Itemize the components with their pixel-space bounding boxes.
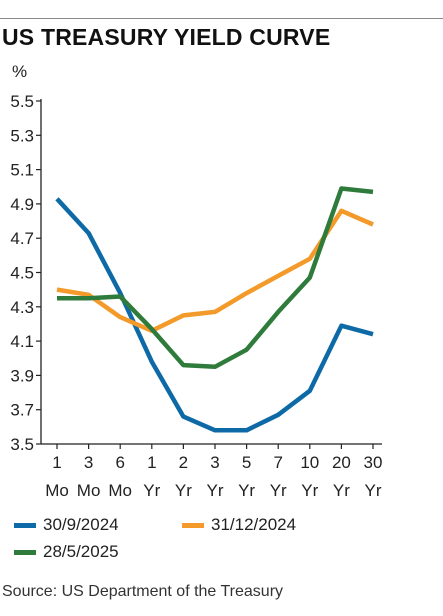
x-tick-label-top: 30 xyxy=(364,453,383,472)
legend-swatch-series-3 xyxy=(14,549,36,555)
x-tick-label-bottom: Yr xyxy=(143,481,160,500)
chart-title: US TREASURY YIELD CURVE xyxy=(2,24,331,50)
y-tick-label: 4.9 xyxy=(10,195,34,214)
x-tick-label-top: 5 xyxy=(242,453,251,472)
yield-curve-chart: 5.5 5.3 5.1 4.9 4.7 4.5 4.3 4.1 3.9 3.7 3.5 1 Mo 3 Mo… xyxy=(10,92,382,500)
x-tick-label-top: 1 xyxy=(147,453,156,472)
top-rule xyxy=(0,18,443,19)
x-tick-label-bottom: Yr xyxy=(365,481,382,500)
y-axis-ticks: 5.5 5.3 5.1 4.9 4.7 4.5 4.3 4.1 3.9 3.7 3.5 xyxy=(10,92,41,454)
chart-axes xyxy=(40,99,382,445)
legend-item-series-3: 28/5/2025 xyxy=(14,542,119,562)
x-tick-label-bottom: Yr xyxy=(238,481,255,500)
x-tick-label-top: 3 xyxy=(210,453,219,472)
legend-label-series-1: 30/9/2024 xyxy=(43,515,119,534)
x-tick-label-bottom: Mo xyxy=(108,481,132,500)
x-axis-ticks: 1 Mo 3 Mo 6 Mo 1 Yr 2 Yr 3 Yr 5 Yr 7 Yr 10 Yr 20 Yr 30 Yr xyxy=(45,444,382,500)
y-tick-label: 4.3 xyxy=(10,298,34,317)
legend-swatch-series-1 xyxy=(14,522,36,528)
y-tick-label: 4.7 xyxy=(10,229,34,248)
legend-label-series-3: 28/5/2025 xyxy=(43,542,119,561)
legend-item-series-1: 30/9/2024 xyxy=(14,515,119,535)
x-tick-label-bottom: Yr xyxy=(207,481,224,500)
x-tick-label-top: 1 xyxy=(52,453,61,472)
y-tick-label: 3.7 xyxy=(10,401,34,420)
x-tick-label-bottom: Yr xyxy=(301,481,318,500)
y-tick-label: 3.9 xyxy=(10,366,34,385)
y-tick-label: 5.3 xyxy=(10,126,34,145)
x-tick-label-top: 2 xyxy=(179,453,188,472)
source-note: Source: US Department of the Treasury xyxy=(2,583,284,600)
x-tick-label-bottom: Yr xyxy=(333,481,350,500)
x-tick-label-bottom: Mo xyxy=(45,481,69,500)
x-tick-label-bottom: Yr xyxy=(270,481,287,500)
x-tick-label-bottom: Mo xyxy=(77,481,101,500)
x-tick-label-bottom: Yr xyxy=(175,481,192,500)
x-tick-label-top: 6 xyxy=(115,453,124,472)
y-tick-label: 5.5 xyxy=(10,92,34,111)
legend-swatch-series-2 xyxy=(182,522,204,528)
x-tick-label-top: 20 xyxy=(332,453,351,472)
legend-item-series-2: 31/12/2024 xyxy=(182,515,296,535)
chart-series xyxy=(55,186,374,433)
y-tick-label: 5.1 xyxy=(10,161,34,180)
x-tick-label-top: 10 xyxy=(300,453,319,472)
y-tick-label: 4.5 xyxy=(10,264,34,283)
series-line-3 xyxy=(57,186,374,370)
x-tick-label-top: 7 xyxy=(273,453,282,472)
series-line-1 xyxy=(55,197,374,433)
y-axis-unit-label: % xyxy=(12,62,28,81)
legend-label-series-2: 31/12/2024 xyxy=(211,515,297,534)
x-tick-label-top: 3 xyxy=(84,453,93,472)
y-tick-label: 4.1 xyxy=(10,332,34,351)
y-tick-label: 3.5 xyxy=(10,435,34,454)
